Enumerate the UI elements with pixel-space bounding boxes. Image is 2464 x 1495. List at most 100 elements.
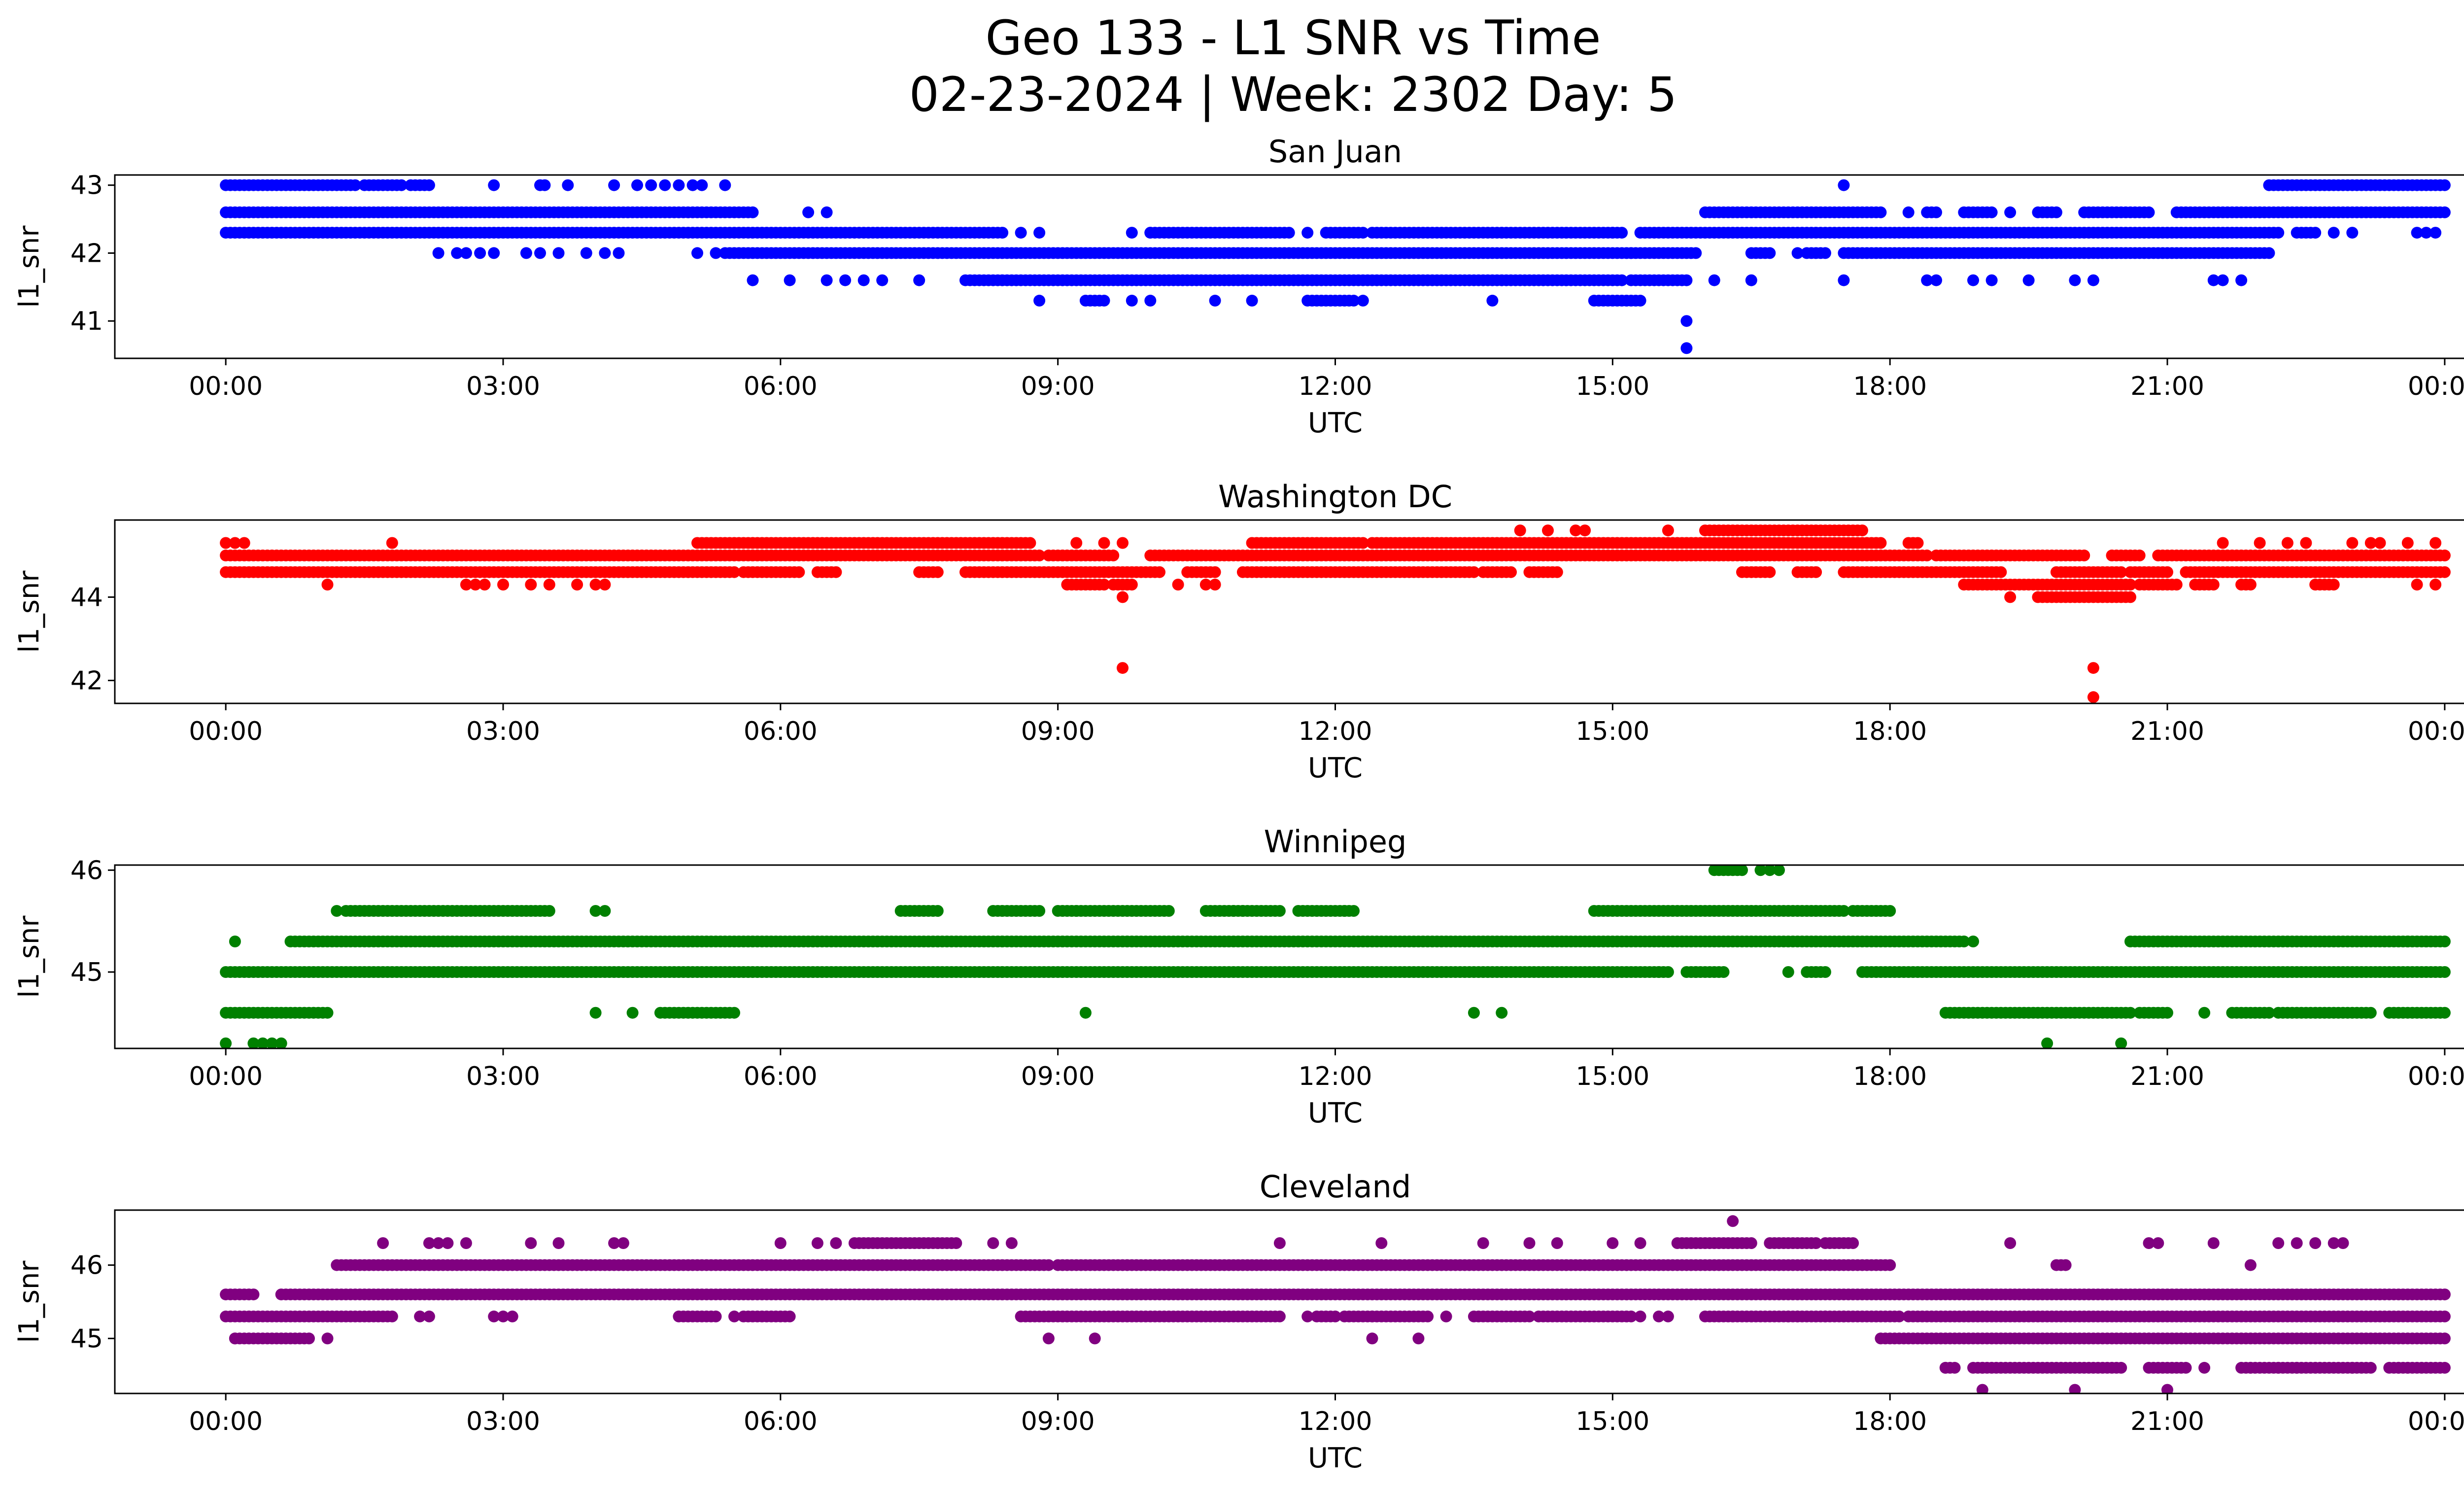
data-point xyxy=(2364,537,2377,549)
data-point xyxy=(747,206,759,218)
data-point xyxy=(2244,1259,2257,1271)
data-point xyxy=(580,247,592,259)
data-point xyxy=(1126,227,1138,239)
x-tick-label: 00:00 xyxy=(189,717,263,746)
data-point xyxy=(1209,294,1221,307)
data-point xyxy=(2281,537,2293,549)
data-point xyxy=(728,566,740,578)
data-point xyxy=(2438,566,2451,578)
data-point xyxy=(1551,1237,1563,1249)
data-point xyxy=(996,227,1009,239)
data-point xyxy=(710,1310,722,1322)
data-point xyxy=(1154,566,1165,578)
data-point xyxy=(1514,524,1526,537)
axes-frame xyxy=(114,864,2464,1049)
x-tick-label: 15:00 xyxy=(1575,717,1649,746)
data-point xyxy=(543,905,555,917)
data-point xyxy=(802,206,815,218)
data-point xyxy=(2207,274,2220,286)
x-tick-label: 18:00 xyxy=(1853,1062,1927,1091)
data-point xyxy=(520,247,532,259)
data-point xyxy=(589,579,602,591)
data-point xyxy=(1283,227,1295,239)
data-point xyxy=(931,566,944,578)
data-point xyxy=(1884,905,1896,917)
data-point xyxy=(728,1007,740,1019)
x-tick-label: 18:00 xyxy=(1853,717,1927,746)
data-point xyxy=(266,1037,278,1048)
data-point xyxy=(1098,294,1110,307)
data-point xyxy=(2438,179,2451,191)
data-point xyxy=(784,274,796,286)
data-point xyxy=(931,905,944,917)
data-point xyxy=(1005,1237,1018,1249)
data-point xyxy=(821,274,833,286)
x-tick-label: 09:00 xyxy=(1021,1062,1095,1091)
data-point xyxy=(2217,274,2229,286)
data-point xyxy=(2087,274,2099,286)
data-point xyxy=(2346,537,2359,549)
data-point xyxy=(2217,537,2229,549)
data-point xyxy=(1523,1310,1536,1322)
data-point xyxy=(2004,591,2017,603)
data-point xyxy=(1607,1237,1619,1249)
data-point xyxy=(2087,662,2099,674)
x-tick-label: 15:00 xyxy=(1575,372,1649,401)
data-point xyxy=(1662,966,1674,978)
x-tick-label: 15:00 xyxy=(1575,1062,1649,1091)
data-point xyxy=(2161,1007,2173,1019)
data-point xyxy=(220,1037,232,1048)
data-point xyxy=(2207,1237,2220,1249)
data-point xyxy=(2291,1237,2303,1249)
data-point xyxy=(2430,227,2442,239)
data-point xyxy=(1875,206,1887,218)
data-point xyxy=(747,274,759,286)
data-point xyxy=(2143,206,2155,218)
data-point xyxy=(1523,1237,1536,1249)
y-tick-label: 45 xyxy=(70,958,103,987)
data-point xyxy=(821,206,833,218)
data-point xyxy=(1070,905,1083,917)
x-tick-label: 00:00 xyxy=(2408,717,2464,746)
subplot-title: Cleveland xyxy=(1260,1169,1411,1205)
data-point xyxy=(1653,966,1665,978)
data-point xyxy=(1912,537,1924,549)
data-point xyxy=(552,1237,565,1249)
data-point xyxy=(442,1237,454,1249)
y-tick-label: 42 xyxy=(70,666,103,696)
data-point xyxy=(2327,1237,2340,1249)
data-point xyxy=(1209,579,1221,591)
data-point xyxy=(525,1237,537,1249)
data-point xyxy=(247,1037,260,1048)
data-point xyxy=(784,1310,796,1322)
data-point xyxy=(1819,966,1831,978)
figure-title-line1: Geo 133 - L1 SNR vs Time xyxy=(986,10,1601,66)
data-point xyxy=(1486,294,1499,307)
data-point xyxy=(2198,1007,2211,1019)
data-point xyxy=(2438,206,2451,218)
data-point xyxy=(2069,274,2081,286)
y-tick-label: 43 xyxy=(70,171,103,201)
y-axis-label: l1_snr xyxy=(13,570,45,653)
data-point xyxy=(2263,1007,2275,1019)
data-point xyxy=(1810,1237,1822,1249)
x-axis-label: UTC xyxy=(1308,752,1363,784)
x-tick-label: 03:00 xyxy=(466,372,540,401)
data-point xyxy=(1024,537,1036,549)
data-point xyxy=(1985,274,1998,286)
data-point xyxy=(1921,549,1933,561)
data-point xyxy=(608,179,620,191)
x-tick-label: 06:00 xyxy=(744,1062,818,1091)
data-point xyxy=(460,247,472,259)
data-point xyxy=(589,1007,602,1019)
data-point xyxy=(1357,537,1369,549)
data-point xyxy=(1745,1237,1757,1249)
data-point xyxy=(1107,549,1120,561)
data-point xyxy=(395,179,408,191)
data-point xyxy=(423,1237,435,1249)
data-point xyxy=(2327,227,2340,239)
data-point xyxy=(451,247,463,259)
